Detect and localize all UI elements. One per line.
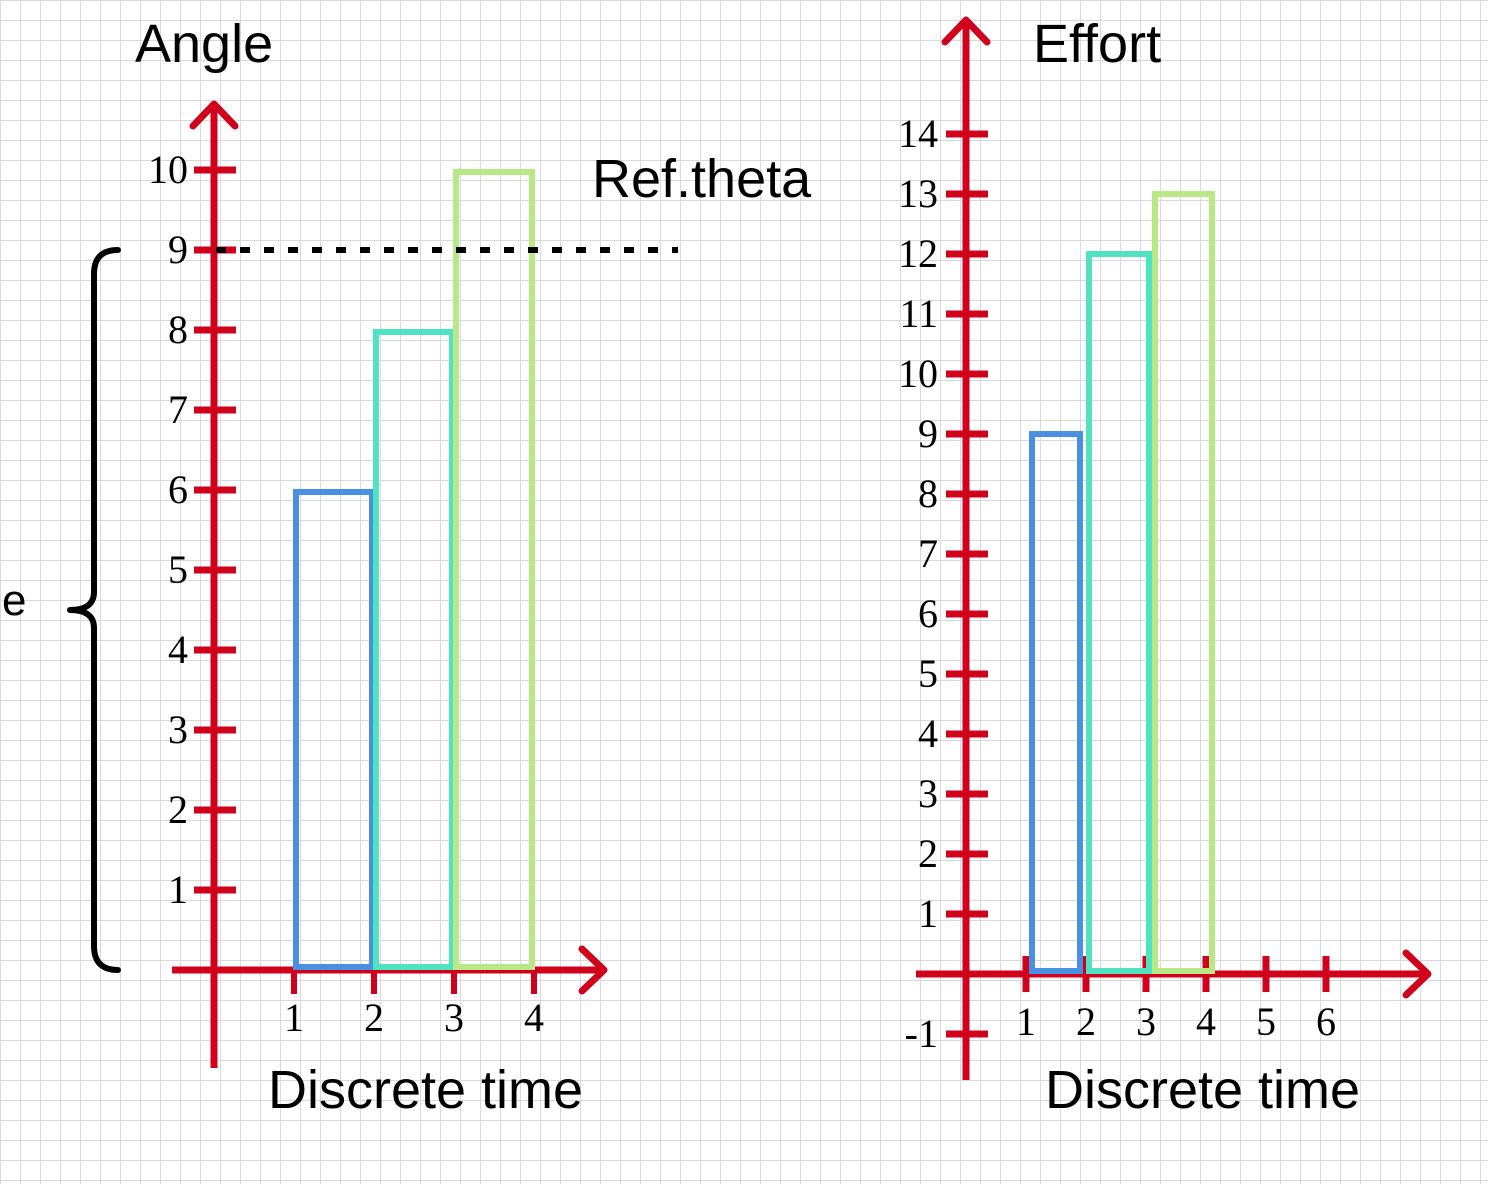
side-label: e — [2, 576, 26, 625]
angle-y-tick-label: 10 — [148, 147, 188, 192]
effort-bar-1 — [1029, 431, 1083, 974]
effort-xaxis-title: Discrete time — [1045, 1060, 1360, 1120]
effort-x-tick-label: 5 — [1256, 999, 1276, 1044]
angle-y-tick-label: 7 — [168, 387, 188, 432]
angle-bar-3 — [453, 169, 535, 970]
effort-y-tick-label: 1 — [918, 891, 938, 936]
effort-y-tick-label: 4 — [918, 711, 938, 756]
angle-x-tick-label: 4 — [524, 995, 544, 1040]
angle-bar-2 — [373, 329, 455, 970]
angle-x-tick-label: 3 — [444, 995, 464, 1040]
effort-y-tick-label: 12 — [898, 231, 938, 276]
angle-xaxis-title: Discrete time — [268, 1060, 583, 1120]
effort-x-tick-label: 1 — [1016, 999, 1036, 1044]
effort-x-tick-label: 4 — [1196, 999, 1216, 1044]
effort-y-tick-label: 13 — [898, 171, 938, 216]
effort-y-tick-label: 2 — [918, 831, 938, 876]
effort-y-tick-label: 11 — [899, 291, 938, 336]
angle-x-tick-label: 1 — [284, 995, 304, 1040]
effort-y-tick-label: 6 — [918, 591, 938, 636]
angle-x-tick-label: 2 — [364, 995, 384, 1040]
effort-bar-2 — [1086, 251, 1152, 974]
angle-y-tick-label: 4 — [168, 627, 188, 672]
angle-y-tick-label: 3 — [168, 707, 188, 752]
effort-x-tick-label: 6 — [1316, 999, 1336, 1044]
effort-y-tick-label: 9 — [918, 411, 938, 456]
angle-y-tick-label: 2 — [168, 787, 188, 832]
angle-x-arrow — [578, 945, 608, 995]
angle-y-tick-label: 1 — [168, 867, 188, 912]
effort-axis-title: Effort — [1033, 14, 1161, 74]
effort-y-tick-label: 8 — [918, 471, 938, 516]
reference-label: Ref.theta — [592, 149, 812, 209]
angle-bar-1 — [293, 489, 375, 970]
effort-x-tick-label: 3 — [1136, 999, 1156, 1044]
angle-y-tick-label: 8 — [168, 307, 188, 352]
range-brace — [67, 247, 121, 973]
angle-y-tick-label: 6 — [168, 467, 188, 512]
effort-x-arrow — [1402, 949, 1432, 999]
effort-chart: Effort Discrete time -112345678910111213… — [898, 14, 1432, 1120]
effort-bar-3 — [1152, 191, 1215, 974]
effort-y-tick-label: 10 — [898, 351, 938, 396]
effort-y-tick-label: 14 — [898, 111, 938, 156]
effort-y-tick-label: 3 — [918, 771, 938, 816]
angle-axis-title: Angle — [135, 14, 273, 74]
effort-y-arrow — [941, 16, 991, 46]
angle-y-tick-label: 9 — [168, 227, 188, 272]
angle-y-arrow — [189, 100, 239, 130]
effort-y-tick-label: -1 — [905, 1011, 938, 1056]
effort-x-tick-label: 2 — [1076, 999, 1096, 1044]
effort-y-tick-label: 5 — [918, 651, 938, 696]
angle-y-tick-label: 5 — [168, 547, 188, 592]
angle-chart: Angle Discrete time Ref.theta 1 2 3 4 5 6 7 8 9 1… — [67, 14, 812, 1120]
effort-y-tick-label: 7 — [918, 531, 938, 576]
